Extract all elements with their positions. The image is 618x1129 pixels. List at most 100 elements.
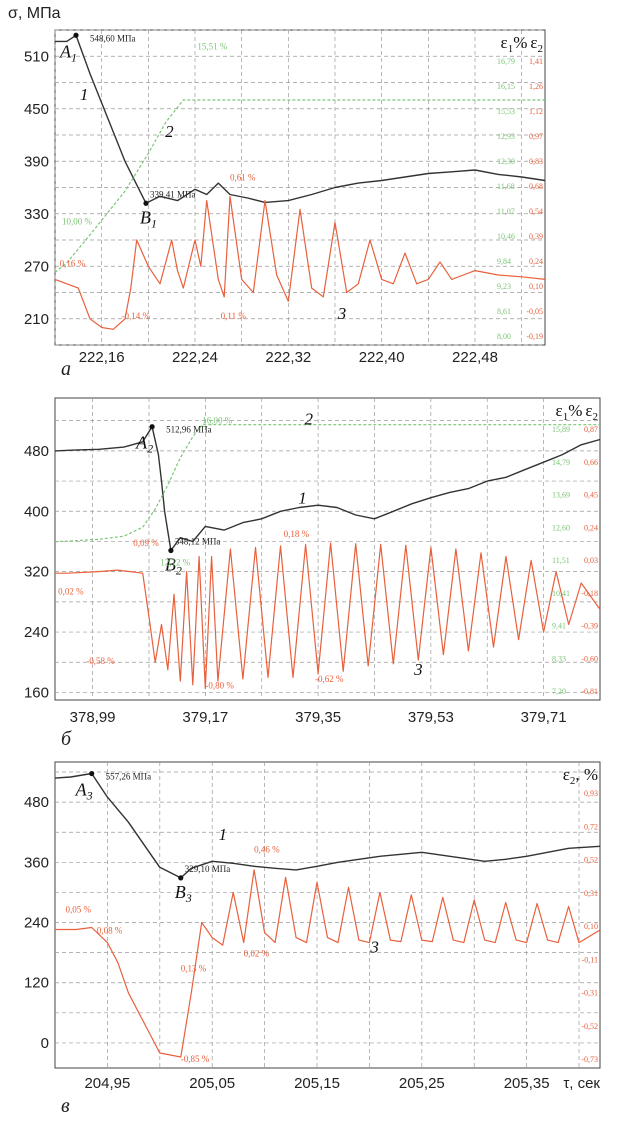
point-subscript: 1 <box>71 50 77 64</box>
x-tick-label: 204,95 <box>84 1075 130 1092</box>
curve-number-1: 1 <box>298 489 307 508</box>
point-value-B3: 329,10 МПа <box>185 864 231 874</box>
right-tick-red: 0,24 <box>529 257 543 266</box>
point-subscript: 3 <box>86 789 93 803</box>
y-tick-label: 450 <box>24 101 49 118</box>
plot-frame <box>54 397 601 701</box>
right-tick-red: 0,10 <box>529 282 543 291</box>
annotation-red: 0,13 % <box>181 964 207 974</box>
right-tick-red: 0,97 <box>529 132 543 141</box>
chart-panel-a: 222,16 222,24 222,32 222,40 222,48 510 450 390 3… <box>24 29 546 380</box>
right-tick-green: 7,20 <box>552 687 566 696</box>
strain-subscript-1: 1 <box>508 43 514 55</box>
strain-subscript-2: 2 <box>570 775 576 787</box>
y-tick-label: 360 <box>24 854 49 871</box>
right-tick-red: 0,66 <box>584 458 598 467</box>
right-tick-red: 0,72 <box>584 822 598 831</box>
point-label-A3: A3 <box>75 780 93 803</box>
right-tick-green: 12,30 <box>497 157 515 166</box>
right-tick-green: 9,84 <box>497 257 511 266</box>
annotation-red: 0,05 % <box>65 904 91 914</box>
right-tick-red: -0,73 <box>581 1055 598 1064</box>
x-tick-label: 222,32 <box>265 349 311 366</box>
point-marker-A3 <box>89 770 95 777</box>
right-tick-green: 16,15 <box>497 82 515 91</box>
right-tick-green: 8,00 <box>497 332 511 341</box>
x-tick-label: 379,35 <box>295 709 341 726</box>
right-axis-title: ε2, % <box>563 765 598 787</box>
series-line-curve-3 <box>55 869 601 1058</box>
strain-symbol-2: ε <box>530 33 537 52</box>
x-tick-label: 379,17 <box>182 709 228 726</box>
right-tick-green: 14,79 <box>552 458 570 467</box>
x-tick-label: 378,99 <box>70 709 116 726</box>
x-tick-label: 205,15 <box>294 1075 340 1092</box>
point-subscript: 3 <box>185 891 192 905</box>
right-tick-green: 9,23 <box>497 282 511 291</box>
strain-symbol-2: ε <box>563 765 570 784</box>
point-label-A2: A2 <box>135 433 153 456</box>
x-tick-label: 222,24 <box>172 349 218 366</box>
point-subscript: 1 <box>151 216 157 230</box>
point-marker-B3 <box>178 875 184 881</box>
curve-number-1: 1 <box>218 825 227 844</box>
annotation-red: 0,46 % <box>254 844 280 854</box>
right-tick-green: 8,33 <box>552 654 566 663</box>
y-tick-label: 210 <box>24 311 49 328</box>
y-tick-label: 480 <box>24 443 49 460</box>
annotation-red: -0,80 % <box>205 681 234 691</box>
right-tick-red: -0,60 <box>581 654 598 663</box>
point-letter: A <box>75 780 88 800</box>
right-tick-red: -0,19 <box>526 332 543 341</box>
point-marker-A2 <box>149 424 155 430</box>
point-letter: B <box>165 555 176 575</box>
annotation-red: -0,62 % <box>315 674 344 684</box>
point-subscript: 2 <box>176 564 182 578</box>
right-tick-red: 1,26 <box>529 82 543 91</box>
right-tick-red: -0,81 <box>581 687 598 696</box>
x-tick-label: 222,48 <box>452 349 498 366</box>
strain-symbol-1: ε <box>501 33 508 52</box>
point-marker-B2 <box>168 547 174 554</box>
annotation-red: 0,61 % <box>230 173 256 183</box>
right-tick-red: 0,54 <box>529 207 543 216</box>
right-tick-red: 0,10 <box>584 922 598 931</box>
y-tick-label: 0 <box>41 1035 49 1052</box>
right-tick-red: 0,45 <box>584 491 598 500</box>
point-marker-A1 <box>73 32 79 38</box>
right-tick-red: -0,18 <box>581 589 598 598</box>
annotation-red: 0,11 % <box>221 311 247 321</box>
right-tick-red: -0,11 <box>582 955 598 964</box>
y-axis-title: σ, МПа <box>8 5 61 22</box>
y-tick-label: 320 <box>24 564 49 581</box>
annotation-green: 10,00 % <box>62 216 93 226</box>
percent-sign: % <box>568 401 582 420</box>
right-axis-title: ε1% ε2 <box>501 33 543 55</box>
point-value-B2: 348,12 МПа <box>175 537 221 547</box>
y-tick-label: 390 <box>24 153 49 170</box>
point-label-B3: B3 <box>175 882 192 905</box>
annotation-red: -0,85 % <box>181 1054 210 1064</box>
right-tick-red: 0,68 <box>529 182 543 191</box>
right-tick-red: -0,39 <box>581 622 598 631</box>
series-line-curve-1 <box>54 772 601 879</box>
chart-panel-v: 204,95 205,05 205,15 205,25 205,35 480 360 240 1… <box>24 761 601 1117</box>
y-tick-label: 510 <box>24 48 49 65</box>
annotation-red: 0,09 % <box>133 538 159 548</box>
right-tick-red: 0,31 <box>584 889 598 898</box>
strain-subscript-2: 2 <box>593 411 599 423</box>
point-value-A2: 512,96 МПа <box>166 425 212 435</box>
point-value-B1: 339,41 МПа <box>150 189 196 199</box>
strain-subscript-2: 2 <box>538 43 544 55</box>
right-tick-red: 0,39 <box>529 232 543 241</box>
right-axis-title: ε1% ε2 <box>556 401 598 423</box>
annotation-green: 12,12 % <box>160 558 191 568</box>
point-letter: B <box>175 882 186 902</box>
annotation-red: 0,02 % <box>244 949 270 959</box>
y-tick-label: 120 <box>24 975 49 992</box>
right-tick-red: -0,31 <box>581 989 598 998</box>
right-tick-green: 12,60 <box>552 523 570 532</box>
plot-frame <box>54 761 601 1069</box>
right-tick-green: 13,69 <box>552 491 570 500</box>
y-tick-label: 240 <box>24 915 49 932</box>
